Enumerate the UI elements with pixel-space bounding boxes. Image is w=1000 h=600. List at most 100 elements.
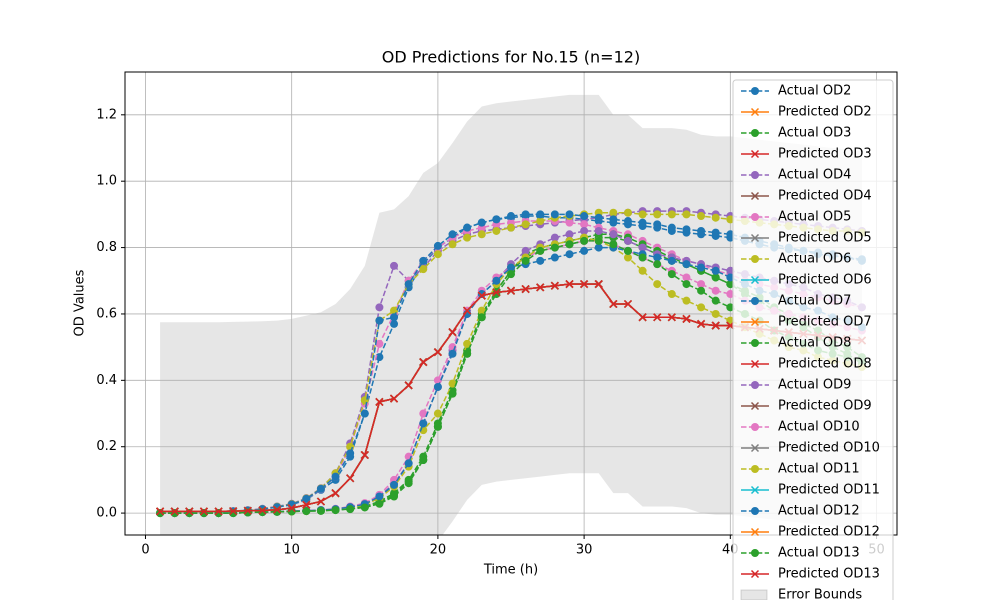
point xyxy=(448,379,457,388)
point xyxy=(653,253,662,262)
point xyxy=(623,217,632,226)
point xyxy=(536,210,545,219)
x-marker xyxy=(360,450,369,460)
point xyxy=(751,87,759,95)
point xyxy=(433,382,442,391)
x-marker xyxy=(170,507,179,516)
point xyxy=(726,303,735,312)
point xyxy=(638,218,647,227)
point xyxy=(623,253,632,262)
legend: Actual OD2 Predicted OD2 Actual OD3 Predict… xyxy=(732,79,894,600)
x-marker xyxy=(697,319,706,328)
legend-label: Predicted OD8 xyxy=(778,357,872,372)
point xyxy=(565,250,574,259)
point xyxy=(565,218,574,227)
point xyxy=(653,260,662,269)
point xyxy=(419,265,428,274)
x-marker xyxy=(550,281,559,290)
point xyxy=(433,376,442,385)
point xyxy=(521,220,530,229)
point xyxy=(375,303,384,312)
point xyxy=(594,213,603,222)
x-marker xyxy=(156,507,165,516)
point xyxy=(623,246,632,255)
x-marker xyxy=(750,191,760,201)
legend-label: Actual OD10 xyxy=(778,420,860,435)
x-tick-label: 30 xyxy=(576,543,593,558)
point xyxy=(360,409,369,418)
point xyxy=(726,230,735,239)
x-marker xyxy=(404,381,413,390)
x-marker xyxy=(316,497,325,506)
x-marker xyxy=(750,149,760,159)
x-marker xyxy=(750,233,760,243)
point xyxy=(448,389,457,398)
x-marker xyxy=(750,275,760,285)
x-marker xyxy=(448,328,457,337)
x-marker xyxy=(185,507,194,516)
point xyxy=(507,223,515,232)
point xyxy=(536,256,545,265)
point xyxy=(711,266,720,275)
x-marker xyxy=(492,288,501,297)
y-tick-label: 0.2 xyxy=(96,439,117,454)
point xyxy=(463,223,472,232)
point xyxy=(448,230,457,239)
point xyxy=(331,506,340,515)
y-tick-label: 0.0 xyxy=(96,506,117,521)
point xyxy=(507,270,515,279)
legend-label: Actual OD13 xyxy=(778,546,860,561)
point xyxy=(638,253,647,262)
point xyxy=(477,306,486,315)
x-marker xyxy=(273,505,282,514)
point xyxy=(682,225,691,234)
x-marker xyxy=(331,489,340,498)
tick-layer: 010203040500.00.20.40.60.81.01.2 xyxy=(96,107,884,557)
point xyxy=(580,212,589,221)
point xyxy=(550,253,559,262)
y-tick-label: 0.8 xyxy=(96,240,117,255)
point xyxy=(667,256,676,265)
point xyxy=(594,236,603,245)
point xyxy=(375,499,384,508)
point xyxy=(711,273,720,282)
legend-label: Predicted OD11 xyxy=(778,483,880,498)
point xyxy=(682,273,691,282)
x-marker xyxy=(477,291,486,300)
point xyxy=(580,236,589,245)
point xyxy=(697,212,706,221)
point xyxy=(638,210,647,219)
legend-label: Predicted OD4 xyxy=(778,189,872,204)
x-marker xyxy=(287,504,296,513)
point xyxy=(751,213,759,221)
y-tick-label: 0.4 xyxy=(96,373,117,388)
point xyxy=(419,256,428,265)
point xyxy=(751,129,759,137)
point xyxy=(751,381,759,389)
x-marker xyxy=(580,280,589,289)
point xyxy=(404,459,413,468)
point xyxy=(565,230,574,239)
point xyxy=(550,210,559,219)
point xyxy=(463,339,472,348)
point xyxy=(156,509,165,518)
point xyxy=(492,290,501,299)
x-marker xyxy=(419,358,428,367)
x-marker xyxy=(750,317,760,327)
point xyxy=(419,455,428,464)
y-tick-label: 0.6 xyxy=(96,306,117,321)
point xyxy=(638,243,647,252)
point xyxy=(726,280,735,289)
point xyxy=(726,215,735,224)
x-marker xyxy=(565,280,574,289)
legend-label: Actual OD9 xyxy=(778,378,851,393)
point xyxy=(331,472,340,481)
point xyxy=(433,422,442,431)
point xyxy=(375,492,384,501)
x-marker xyxy=(258,506,267,515)
point xyxy=(697,303,706,312)
x-tick-label: 20 xyxy=(430,543,447,558)
point xyxy=(726,290,735,299)
point xyxy=(477,290,486,299)
